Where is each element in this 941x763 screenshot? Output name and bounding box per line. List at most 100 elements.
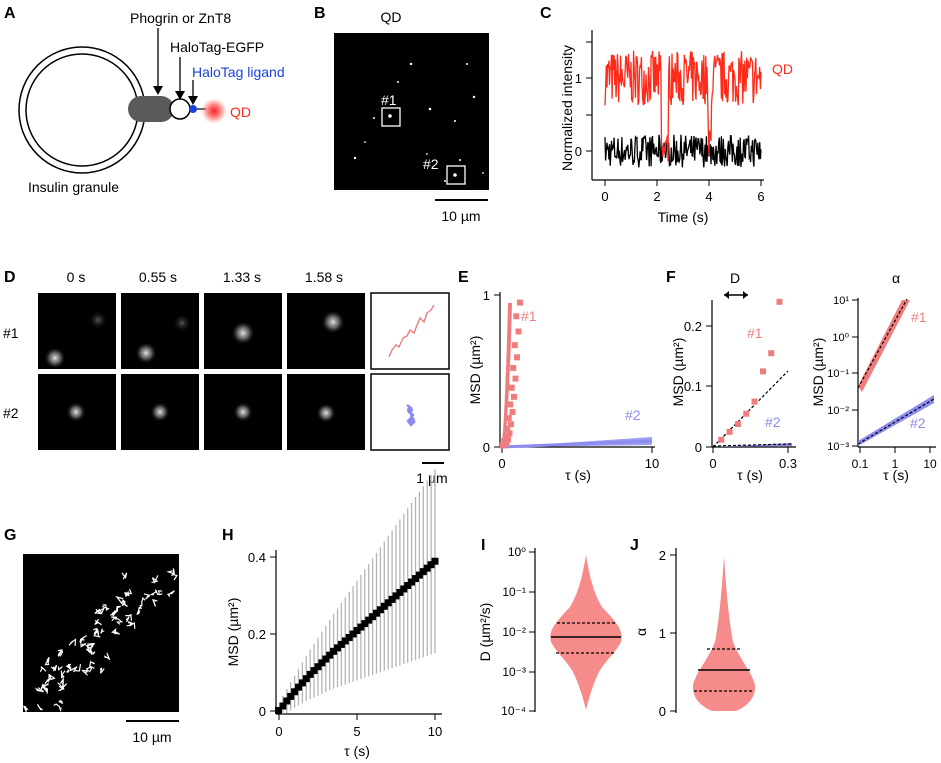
h-point	[275, 707, 282, 714]
h-point	[337, 640, 345, 648]
f-d-arrow-head-left	[724, 291, 729, 299]
h-point	[404, 581, 412, 589]
trajectory	[111, 627, 120, 635]
trajectory	[103, 652, 111, 661]
e-s1-point	[508, 421, 514, 428]
trajectory	[86, 646, 92, 653]
roi-1-box	[381, 107, 401, 127]
d-time-0: 0 s	[67, 269, 86, 285]
e-s1-label: #1	[521, 308, 537, 324]
j-ytick-label-0: 0	[659, 704, 666, 719]
f-log-ylabel: MSD (µm²)	[810, 338, 826, 407]
c-ytick-label-0: 0	[575, 144, 582, 159]
trajectory	[85, 666, 93, 673]
tag-arrow-head	[175, 91, 185, 100]
f-lin-s1-point	[743, 410, 750, 417]
trajectory	[39, 666, 47, 672]
h-point	[353, 627, 361, 635]
f-log-series-1-band	[858, 300, 910, 392]
trajectory	[125, 613, 133, 621]
e-series-1-points	[499, 299, 523, 449]
panel-b-label: B	[314, 5, 326, 22]
protein-shape	[128, 96, 174, 122]
d-blob	[88, 310, 108, 330]
granule-label: Insulin granule	[28, 179, 119, 195]
e-s1-point	[505, 415, 512, 422]
d-spot	[231, 321, 255, 345]
trajectory	[115, 605, 121, 611]
f-lin-s1-point	[718, 436, 725, 443]
f-lin-fit-2	[712, 443, 793, 447]
f-lin-s1-point	[768, 350, 775, 357]
trajectory	[93, 629, 101, 638]
trajectory	[94, 618, 102, 626]
d-blob	[172, 313, 192, 333]
h-point	[349, 630, 357, 638]
e-s1-point	[507, 401, 514, 408]
c-background-trace	[604, 134, 762, 168]
panel-j-label: J	[630, 537, 639, 554]
d-spot	[44, 347, 66, 369]
trajectory	[57, 682, 65, 691]
trajectory	[111, 610, 118, 617]
f-log-ytick-label-em2: 10⁻²	[827, 405, 849, 417]
h-point	[373, 609, 380, 617]
h-point	[287, 692, 295, 700]
f-d-arrow-head-right	[743, 291, 748, 299]
panel-c-label: C	[540, 5, 552, 22]
trajectory-tracks	[23, 568, 178, 713]
h-point	[392, 592, 400, 600]
trajectory	[125, 616, 130, 623]
trajectory	[151, 575, 159, 584]
i-ytick-label-em2: 10⁻²	[502, 625, 526, 639]
panel-g-label: G	[4, 527, 16, 544]
f-log-s2-label: #2	[910, 415, 926, 431]
e-s1-point	[501, 437, 508, 444]
i-violin	[550, 555, 622, 710]
trajectory	[166, 568, 175, 575]
i-ytick-label-em3: 10⁻³	[502, 665, 526, 679]
d-track-2	[406, 404, 416, 427]
trajectory	[124, 588, 133, 597]
trajectory	[60, 670, 66, 679]
trajectory	[48, 673, 56, 681]
h-point	[423, 564, 431, 572]
halotag-circle	[169, 98, 191, 120]
f-log-ytick-label-em3: 10⁻³	[827, 441, 849, 453]
h-point	[322, 655, 330, 663]
c-xlabel: Time (s)	[658, 209, 709, 225]
f-lin-s1-point	[776, 298, 783, 305]
trajectory	[171, 572, 178, 581]
f-lin-s1-point	[760, 368, 766, 375]
h-point	[388, 595, 396, 603]
d-time-2: 1.33 s	[223, 269, 261, 285]
h-point	[345, 633, 353, 641]
h-point	[295, 683, 302, 691]
f-log-ytick-label-e1: 10¹	[833, 295, 849, 307]
protein-arrow-head	[153, 86, 163, 95]
f-log-yticks	[852, 299, 858, 447]
e-s1-point	[508, 384, 515, 391]
h-point	[314, 663, 322, 671]
f-lin-s1-point	[726, 428, 733, 435]
trajectory	[34, 687, 44, 693]
trajectory	[68, 638, 77, 646]
h-point	[279, 702, 287, 710]
trajectory	[58, 699, 64, 705]
h-point	[330, 647, 338, 655]
trajectory	[65, 663, 72, 671]
trajectory	[101, 604, 110, 612]
h-xtick-label-10: 10	[428, 724, 442, 739]
panel-a-label: A	[4, 5, 16, 22]
h-point	[357, 623, 365, 631]
c-legend-qd: QD	[772, 61, 793, 77]
f-lin-xlabel: τ (s)	[737, 467, 763, 483]
f-lin-series-1-points	[718, 298, 783, 443]
h-point	[361, 620, 369, 628]
d-spot	[321, 310, 345, 334]
trajectory	[126, 621, 134, 627]
b-scalebar-label: 10 µm	[441, 208, 480, 224]
f-lin-s2-label: #2	[765, 414, 781, 430]
roi-1-label: #1	[381, 92, 397, 108]
